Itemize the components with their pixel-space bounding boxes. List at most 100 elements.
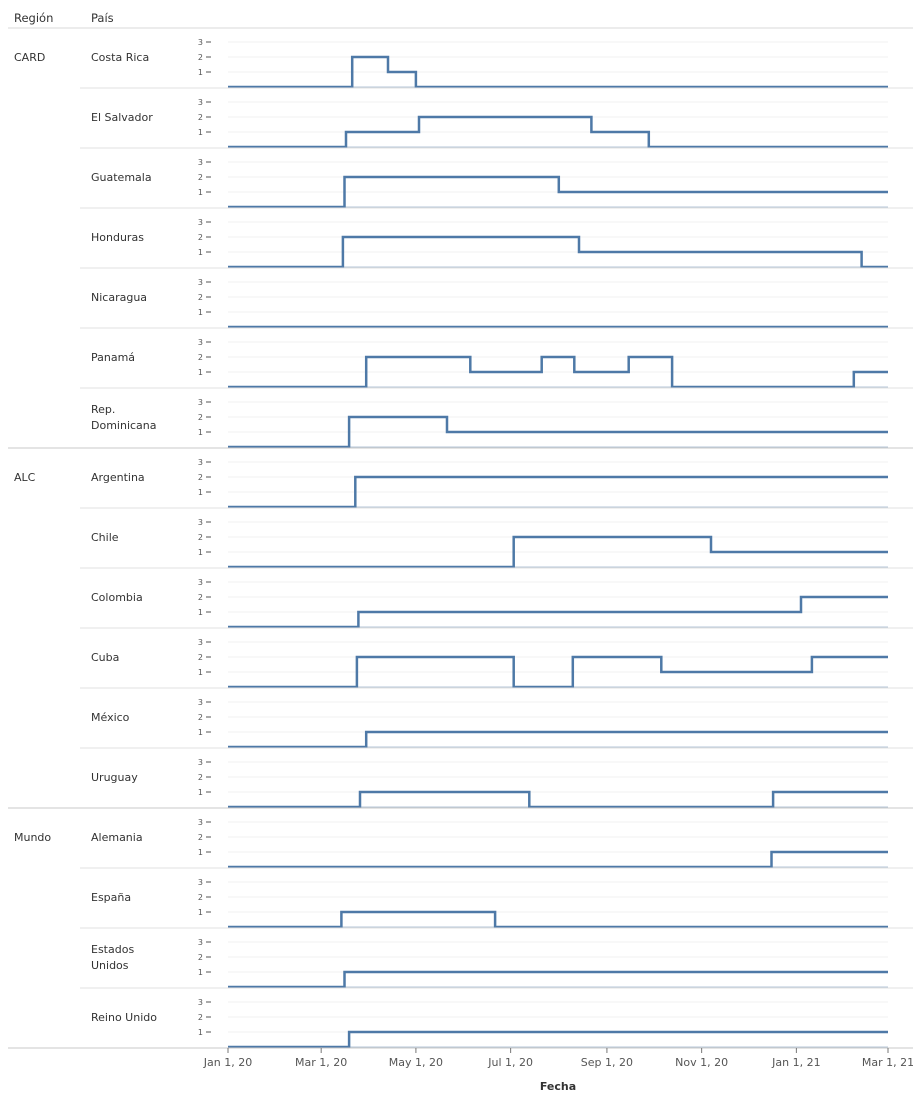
- x-tick-label: May 1, 20: [389, 1056, 443, 1069]
- y-tick-label: 2: [198, 893, 203, 902]
- series-line: [228, 535, 888, 569]
- series-line: [228, 790, 888, 809]
- y-tick-label: 3: [198, 218, 203, 227]
- y-tick-label: 2: [198, 173, 203, 182]
- y-tick-label: 1: [198, 128, 203, 137]
- y-tick-label: 2: [198, 113, 203, 122]
- x-axis-title: Fecha: [540, 1080, 576, 1093]
- y-tick-label: 3: [198, 698, 203, 707]
- region-label: ALC: [14, 471, 36, 484]
- y-tick-label: 1: [198, 248, 203, 257]
- x-tick-label: Jan 1, 21: [771, 1056, 820, 1069]
- y-tick-label: 1: [198, 548, 203, 557]
- panels: CARD Costa Rica 1 2 3 El Salvador 1 2 3 Guatemala…: [8, 38, 913, 1049]
- y-tick-label: 3: [198, 818, 203, 827]
- series-line: [228, 475, 888, 509]
- y-tick-label: 3: [198, 578, 203, 587]
- x-axis: Jan 1, 20 Mar 1, 20 May 1, 20 Jul 1, 20 Sep …: [203, 1048, 913, 1093]
- x-tick-label: Nov 1, 20: [675, 1056, 728, 1069]
- y-tick-label: 1: [198, 488, 203, 497]
- region-column-header: Región: [14, 11, 53, 25]
- country-label: Estados Unidos: [91, 943, 134, 972]
- y-tick-label: 1: [198, 728, 203, 737]
- y-tick-label: 2: [198, 233, 203, 242]
- country-column-header: País: [91, 11, 114, 25]
- country-label: Alemania: [91, 831, 143, 844]
- country-label: Argentina: [91, 471, 145, 484]
- y-tick-label: 2: [198, 773, 203, 782]
- series-line: [228, 1030, 888, 1049]
- series-line: [228, 235, 888, 269]
- y-tick-label: 1: [198, 1028, 203, 1037]
- y-tick-label: 3: [198, 998, 203, 1007]
- series-line: [228, 115, 888, 149]
- country-label: Panamá: [91, 351, 135, 364]
- y-tick-label: 2: [198, 473, 203, 482]
- y-tick-label: 1: [198, 968, 203, 977]
- y-tick-label: 2: [198, 833, 203, 842]
- series-line: [228, 415, 888, 449]
- series-line: [228, 850, 888, 869]
- y-tick-label: 3: [198, 338, 203, 347]
- y-tick-label: 1: [198, 608, 203, 617]
- x-tick-label: Mar 1, 20: [295, 1056, 347, 1069]
- country-label: España: [91, 891, 131, 904]
- x-tick-label: Jan 1, 20: [203, 1056, 252, 1069]
- y-tick-label: 2: [198, 1013, 203, 1022]
- y-tick-label: 2: [198, 533, 203, 542]
- y-tick-label: 1: [198, 668, 203, 677]
- y-tick-label: 3: [198, 758, 203, 767]
- series-line: [228, 730, 888, 749]
- y-tick-label: 2: [198, 293, 203, 302]
- y-tick-label: 2: [198, 653, 203, 662]
- y-tick-label: 1: [198, 368, 203, 377]
- series-line: [228, 595, 888, 629]
- y-tick-label: 3: [198, 38, 203, 47]
- y-tick-label: 1: [198, 68, 203, 77]
- y-tick-label: 1: [198, 428, 203, 437]
- y-tick-label: 2: [198, 953, 203, 962]
- y-tick-label: 2: [198, 713, 203, 722]
- country-label: México: [91, 711, 130, 724]
- country-label: Honduras: [91, 231, 144, 244]
- y-tick-label: 1: [198, 908, 203, 917]
- country-label: Reino Unido: [91, 1011, 157, 1024]
- country-label: Cuba: [91, 651, 119, 664]
- y-tick-label: 3: [198, 278, 203, 287]
- y-tick-label: 1: [198, 188, 203, 197]
- series-line: [228, 55, 888, 89]
- country-label: Rep. Dominicana: [91, 403, 157, 432]
- country-label: Guatemala: [91, 171, 152, 184]
- y-tick-label: 2: [198, 53, 203, 62]
- y-tick-label: 3: [198, 938, 203, 947]
- country-label: Nicaragua: [91, 291, 147, 304]
- series-line: [228, 175, 888, 209]
- series-line: [228, 910, 888, 929]
- y-tick-label: 3: [198, 398, 203, 407]
- y-tick-label: 3: [198, 638, 203, 647]
- y-tick-label: 3: [198, 98, 203, 107]
- country-label: Uruguay: [91, 771, 138, 784]
- y-tick-label: 3: [198, 878, 203, 887]
- y-tick-label: 3: [198, 158, 203, 167]
- region-label: Mundo: [14, 831, 51, 844]
- region-label: CARD: [14, 51, 45, 64]
- series-line: [228, 970, 888, 989]
- x-tick-label: Mar 1, 21: [862, 1056, 913, 1069]
- y-tick-label: 3: [198, 458, 203, 467]
- x-tick-label: Sep 1, 20: [581, 1056, 633, 1069]
- country-label: El Salvador: [91, 111, 153, 124]
- country-label: Chile: [91, 531, 119, 544]
- y-tick-label: 1: [198, 848, 203, 857]
- country-label: Costa Rica: [91, 51, 149, 64]
- y-tick-label: 2: [198, 353, 203, 362]
- y-tick-label: 1: [198, 308, 203, 317]
- country-label: Colombia: [91, 591, 143, 604]
- y-tick-label: 3: [198, 518, 203, 527]
- y-tick-label: 2: [198, 413, 203, 422]
- y-tick-label: 2: [198, 593, 203, 602]
- y-tick-label: 1: [198, 788, 203, 797]
- x-tick-label: Jul 1, 20: [487, 1056, 533, 1069]
- series-line: [228, 355, 888, 389]
